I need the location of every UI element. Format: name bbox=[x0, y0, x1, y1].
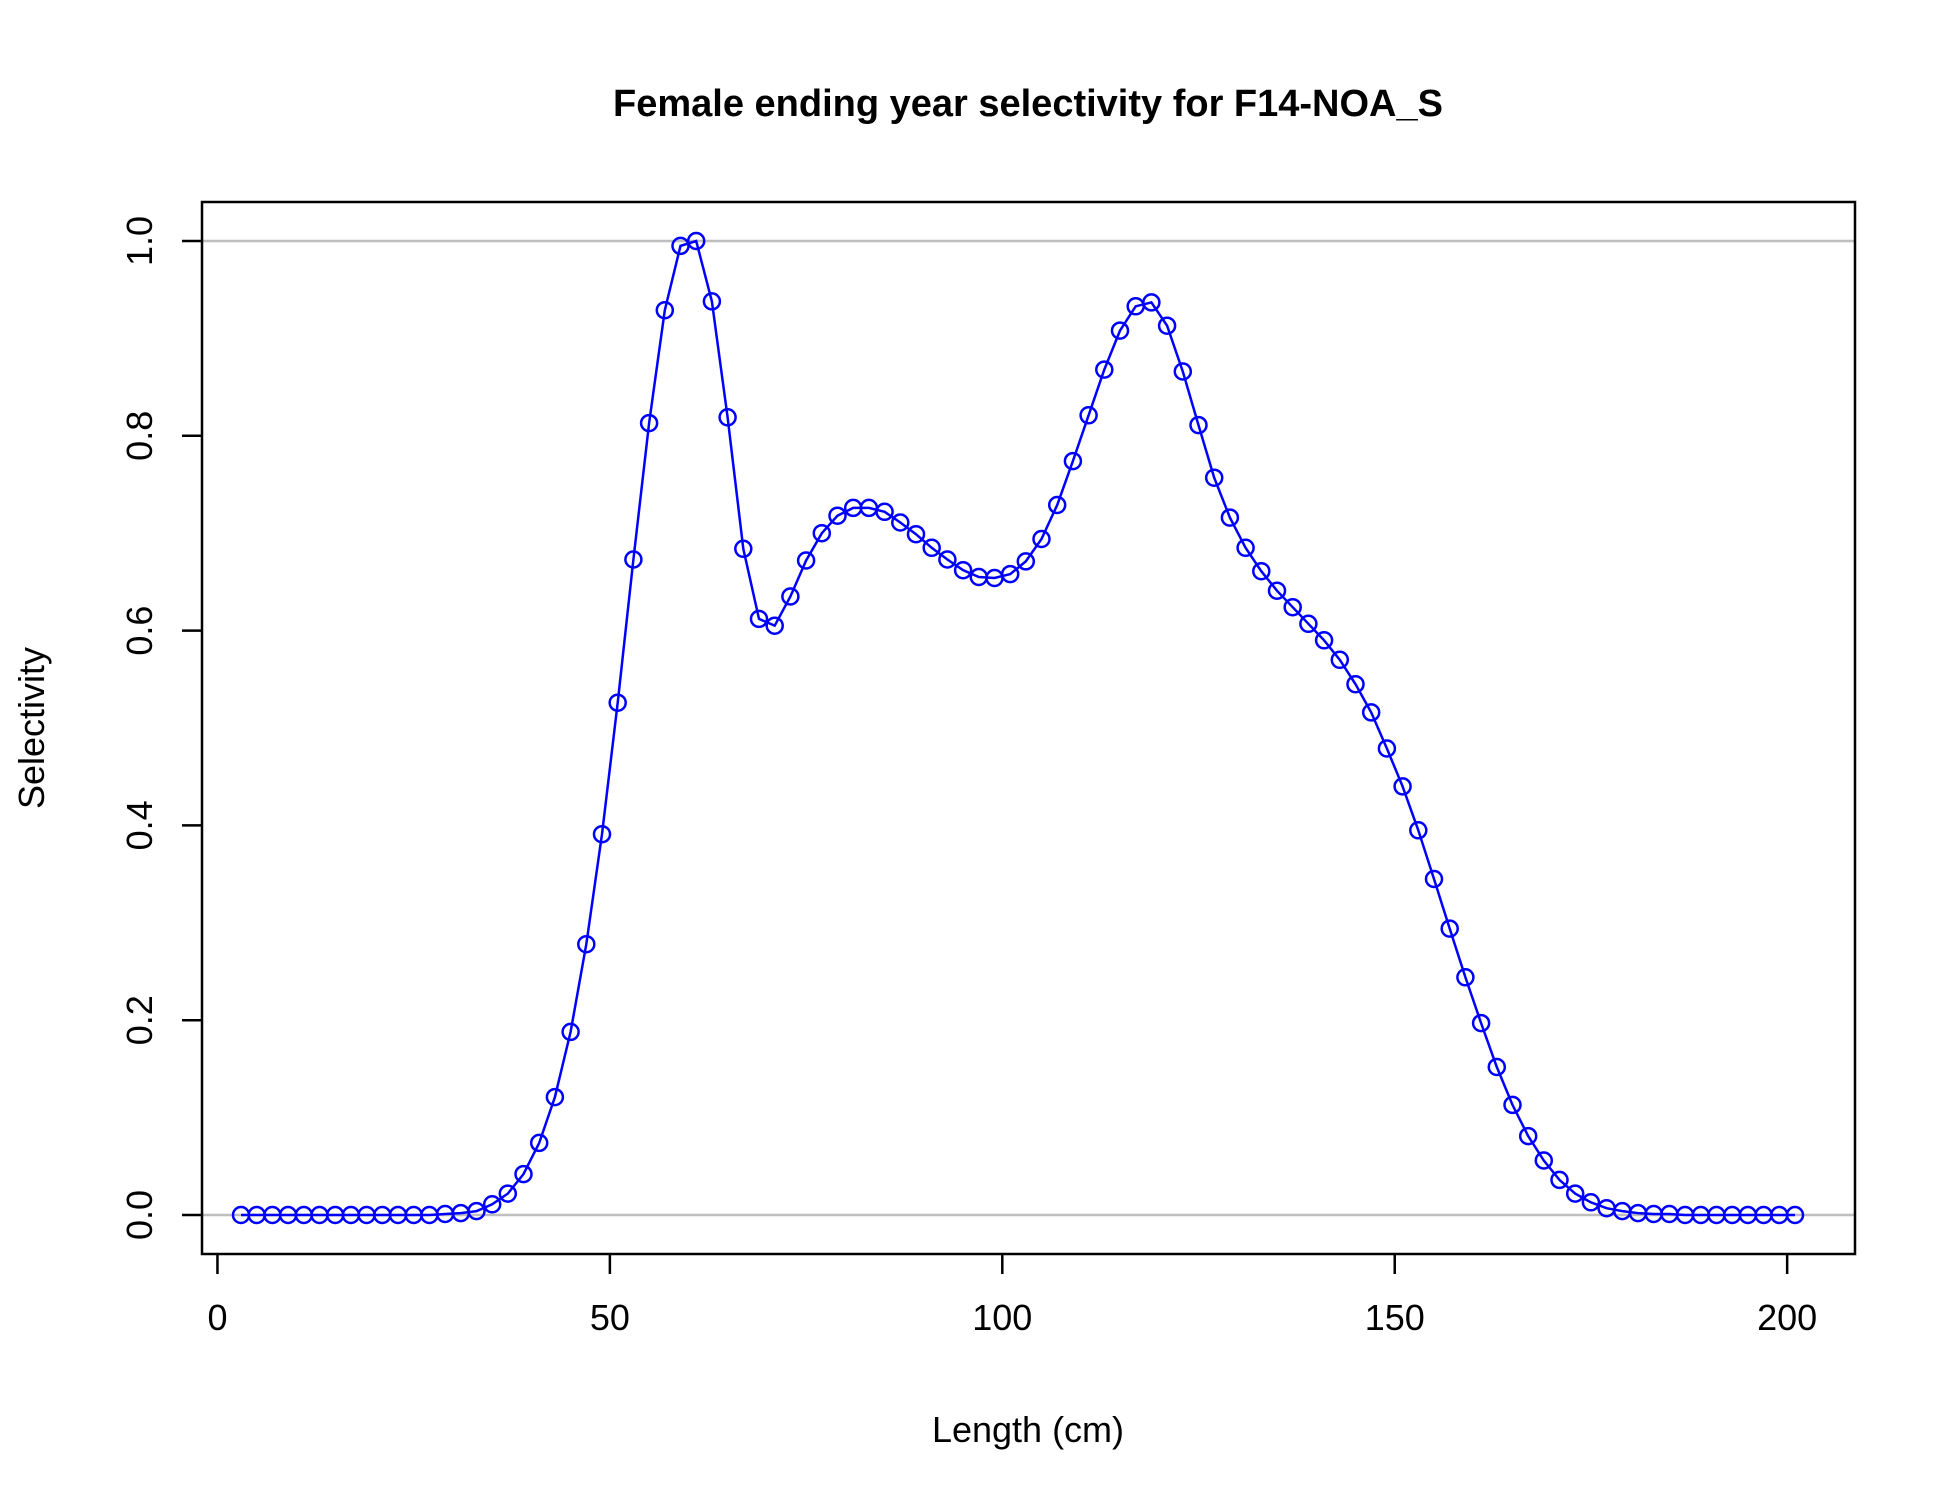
data-point bbox=[765, 616, 784, 635]
data-point bbox=[1079, 406, 1098, 425]
data-point bbox=[561, 1022, 580, 1042]
data-point bbox=[1346, 674, 1365, 694]
data-point bbox=[1550, 1170, 1569, 1190]
data-point bbox=[1173, 362, 1193, 381]
data-point bbox=[1440, 919, 1459, 938]
data-point bbox=[953, 560, 973, 580]
data-point bbox=[1330, 650, 1350, 670]
data-point bbox=[514, 1164, 533, 1184]
x-axis: 0 50 100 150 200 bbox=[207, 1254, 1817, 1338]
data-point bbox=[545, 1087, 565, 1107]
data-point bbox=[639, 413, 659, 433]
data-point bbox=[1424, 869, 1444, 889]
data-point bbox=[1377, 739, 1397, 758]
data-point bbox=[1142, 293, 1161, 312]
y-tick-label: 0.4 bbox=[119, 800, 160, 850]
data-point bbox=[749, 609, 769, 629]
data-point bbox=[1063, 451, 1083, 471]
data-point bbox=[1220, 508, 1240, 527]
data-point bbox=[702, 292, 722, 311]
data-point bbox=[1314, 631, 1334, 650]
data-point bbox=[734, 539, 753, 559]
data-point bbox=[1110, 321, 1130, 340]
chart-title: Female ending year selectivity for F14-N… bbox=[613, 83, 1443, 125]
data-point bbox=[1095, 360, 1114, 379]
data-point bbox=[938, 550, 957, 569]
data-point bbox=[1409, 821, 1428, 840]
data-point bbox=[686, 231, 706, 251]
x-tick-label: 0 bbox=[207, 1297, 227, 1338]
data-point bbox=[1267, 581, 1287, 600]
series-line bbox=[241, 239, 1795, 1217]
data-point bbox=[875, 502, 894, 522]
x-axis-label: Length (cm) bbox=[932, 1409, 1124, 1450]
x-tick-label: 150 bbox=[1365, 1297, 1425, 1338]
data-point bbox=[796, 551, 816, 570]
data-point bbox=[608, 693, 627, 712]
data-point bbox=[1361, 703, 1381, 722]
data-point bbox=[906, 524, 926, 544]
data-point bbox=[1236, 538, 1255, 558]
data-point bbox=[828, 506, 847, 525]
data-point bbox=[592, 824, 612, 844]
data-point bbox=[1785, 1205, 1805, 1225]
data-point bbox=[1189, 415, 1208, 435]
data-point bbox=[812, 523, 832, 543]
y-axis: 0.0 0.2 0.4 0.6 0.8 1.0 bbox=[119, 216, 202, 1240]
data-point bbox=[1534, 1151, 1554, 1170]
reference-lines bbox=[202, 239, 1855, 1217]
data-point bbox=[498, 1184, 518, 1203]
y-tick-label: 0.2 bbox=[119, 995, 160, 1045]
data-point bbox=[1456, 968, 1475, 987]
data-point bbox=[482, 1195, 502, 1214]
y-axis-label: Selectivity bbox=[11, 647, 52, 809]
y-tick-label: 0.0 bbox=[119, 1190, 160, 1240]
y-tick-label: 1.0 bbox=[119, 216, 160, 266]
data-point bbox=[1252, 561, 1271, 581]
data-point bbox=[1000, 564, 1020, 584]
plot-frame bbox=[200, 200, 1857, 1256]
data-point bbox=[1581, 1193, 1601, 1212]
y-tick-label: 0.6 bbox=[119, 606, 160, 656]
data-point bbox=[1565, 1184, 1585, 1203]
data-point bbox=[1393, 777, 1412, 796]
data-point bbox=[655, 300, 675, 320]
data-point bbox=[624, 550, 643, 569]
data-point bbox=[922, 538, 941, 558]
data-point bbox=[1032, 529, 1051, 549]
x-tick-label: 50 bbox=[590, 1297, 630, 1338]
data-point bbox=[577, 934, 596, 954]
series-group bbox=[231, 231, 1805, 1225]
data-point bbox=[1016, 552, 1036, 571]
data-point bbox=[1503, 1095, 1522, 1115]
data-point bbox=[1204, 468, 1224, 487]
data-point bbox=[1157, 316, 1177, 335]
data-point bbox=[781, 587, 800, 606]
data-point bbox=[1518, 1126, 1538, 1146]
data-point bbox=[891, 513, 910, 532]
data-point bbox=[1487, 1057, 1507, 1077]
data-point bbox=[1299, 614, 1318, 634]
data-point bbox=[529, 1133, 549, 1153]
x-tick-label: 100 bbox=[972, 1297, 1032, 1338]
data-point bbox=[1471, 1013, 1491, 1033]
data-point bbox=[1283, 597, 1302, 617]
data-point bbox=[1047, 495, 1067, 515]
x-tick-label: 200 bbox=[1757, 1297, 1817, 1338]
y-tick-label: 0.8 bbox=[119, 411, 160, 461]
data-point bbox=[718, 408, 737, 427]
data-point bbox=[467, 1201, 486, 1221]
